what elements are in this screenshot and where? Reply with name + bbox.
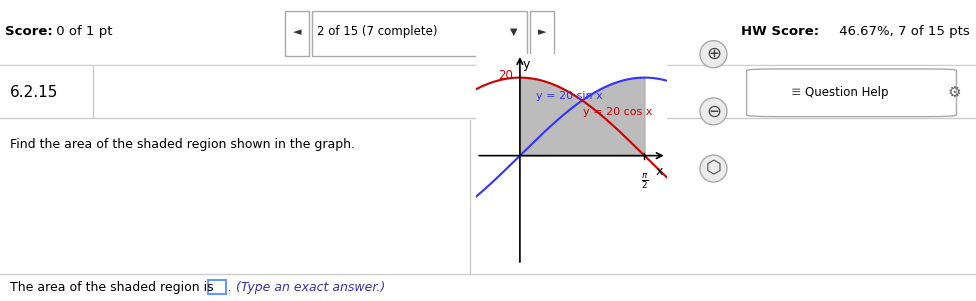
Text: Find the area of the shaded region shown in the graph.: Find the area of the shaded region shown…	[10, 138, 355, 151]
Text: HW Score:: HW Score:	[741, 25, 819, 38]
Text: $\frac{\pi}{2}$: $\frac{\pi}{2}$	[640, 171, 648, 191]
Text: y = 20 cos x: y = 20 cos x	[584, 107, 653, 117]
FancyBboxPatch shape	[747, 69, 956, 116]
Text: ◄: ◄	[293, 27, 302, 37]
Text: 46.67%, 7 of 15 pts: 46.67%, 7 of 15 pts	[835, 25, 970, 38]
Text: ⚙: ⚙	[948, 85, 961, 100]
Text: y = 20 sin x: y = 20 sin x	[536, 91, 602, 101]
Text: ≡: ≡	[791, 86, 801, 99]
Text: The area of the shaded region is: The area of the shaded region is	[10, 281, 214, 293]
Text: y: y	[523, 58, 530, 71]
Text: 2 of 15 (7 complete): 2 of 15 (7 complete)	[317, 25, 437, 38]
Text: Score:: Score:	[5, 25, 53, 38]
FancyBboxPatch shape	[312, 11, 527, 56]
Text: ⊕: ⊕	[706, 45, 721, 63]
Text: ⊖: ⊖	[706, 102, 721, 120]
Text: x: x	[656, 165, 664, 178]
Text: 20: 20	[498, 69, 512, 82]
Text: ⬡: ⬡	[706, 160, 721, 178]
Text: 0 of 1 pt: 0 of 1 pt	[52, 25, 112, 38]
Text: . (Type an exact answer.): . (Type an exact answer.)	[228, 281, 386, 293]
FancyBboxPatch shape	[285, 11, 309, 56]
Text: 6.2.15: 6.2.15	[10, 85, 59, 100]
Text: ►: ►	[538, 27, 547, 37]
FancyBboxPatch shape	[530, 11, 554, 56]
Bar	[208, 280, 226, 294]
Text: Question Help: Question Help	[805, 86, 889, 99]
Text: ▼: ▼	[509, 27, 517, 37]
